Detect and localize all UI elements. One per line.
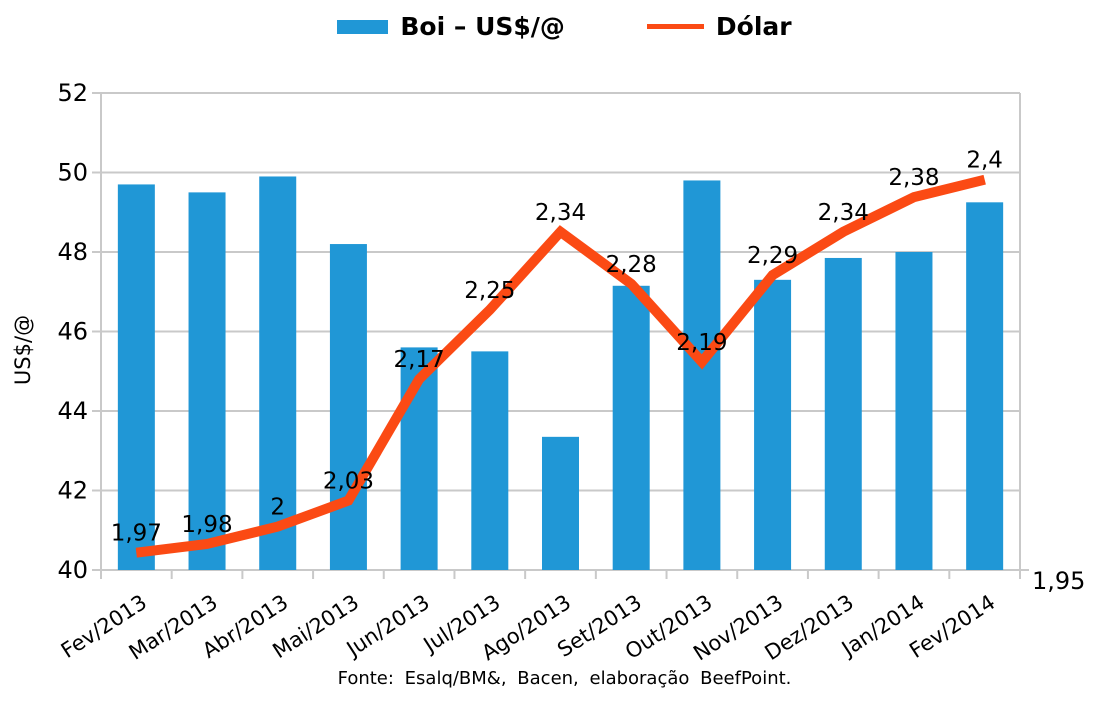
dolar-point-label: 2,4 <box>966 148 1003 174</box>
dolar-line <box>135 174 986 558</box>
dolar-point-label: 2,38 <box>888 165 939 191</box>
dolar-point-label: 2 <box>270 495 285 521</box>
bar-jul-2013 <box>471 351 509 570</box>
y-tick-label: 44 <box>57 397 88 425</box>
bar-fev-2013 <box>117 184 155 571</box>
y-tick-label: 50 <box>57 159 88 187</box>
y-tick-label: 42 <box>57 477 88 505</box>
dolar-point-label: 1,98 <box>181 512 232 538</box>
bar-mar-2013 <box>188 192 226 570</box>
legend-bar-swatch-icon <box>337 19 389 34</box>
dolar-point-label: 2,28 <box>606 252 657 278</box>
y-tick-label: 46 <box>57 318 88 346</box>
source-note: Fonte: Esalq/BM&, Bacen, elaboração Beef… <box>337 668 792 689</box>
bar-nov-2013 <box>754 279 792 570</box>
legend-bar-label: Boi – US$/@ <box>400 12 565 41</box>
bar-abr-2013 <box>259 176 297 570</box>
bar-set-2013 <box>612 285 650 570</box>
dolar-point-label: 2,03 <box>323 469 374 495</box>
legend-line-swatch-icon <box>646 24 704 29</box>
right-axis-label: 1,95 <box>1032 567 1085 595</box>
y-tick-label: 52 <box>57 79 88 107</box>
dolar-point-label: 2,17 <box>394 347 445 373</box>
dolar-point-label: 2,25 <box>464 278 515 304</box>
dolar-point-label: 2,19 <box>676 330 727 356</box>
dolar-point-label: 2,34 <box>535 200 586 226</box>
y-tick-label: 48 <box>57 238 88 266</box>
bar-fev-2014 <box>966 202 1004 570</box>
bar-out-2013 <box>683 180 721 570</box>
boi-dolar-combo-chart: 404244464850521,95Fev/2013Mar/2013Abr/20… <box>11 79 1085 665</box>
chart-legend: Boi – US$/@ Dólar <box>0 12 1099 41</box>
legend-line-label: Dólar <box>715 12 792 41</box>
bar-mai-2013 <box>329 244 367 571</box>
y-axis-title: US$/@ <box>11 315 35 385</box>
bar-dez-2013 <box>824 257 862 570</box>
bar-jan-2014 <box>895 252 933 570</box>
bar-ago-2013 <box>542 436 579 570</box>
dolar-point-label: 1,97 <box>111 521 162 547</box>
dolar-point-label: 2,34 <box>818 200 869 226</box>
y-tick-label: 40 <box>57 556 88 584</box>
dolar-point-label: 2,29 <box>747 243 798 269</box>
